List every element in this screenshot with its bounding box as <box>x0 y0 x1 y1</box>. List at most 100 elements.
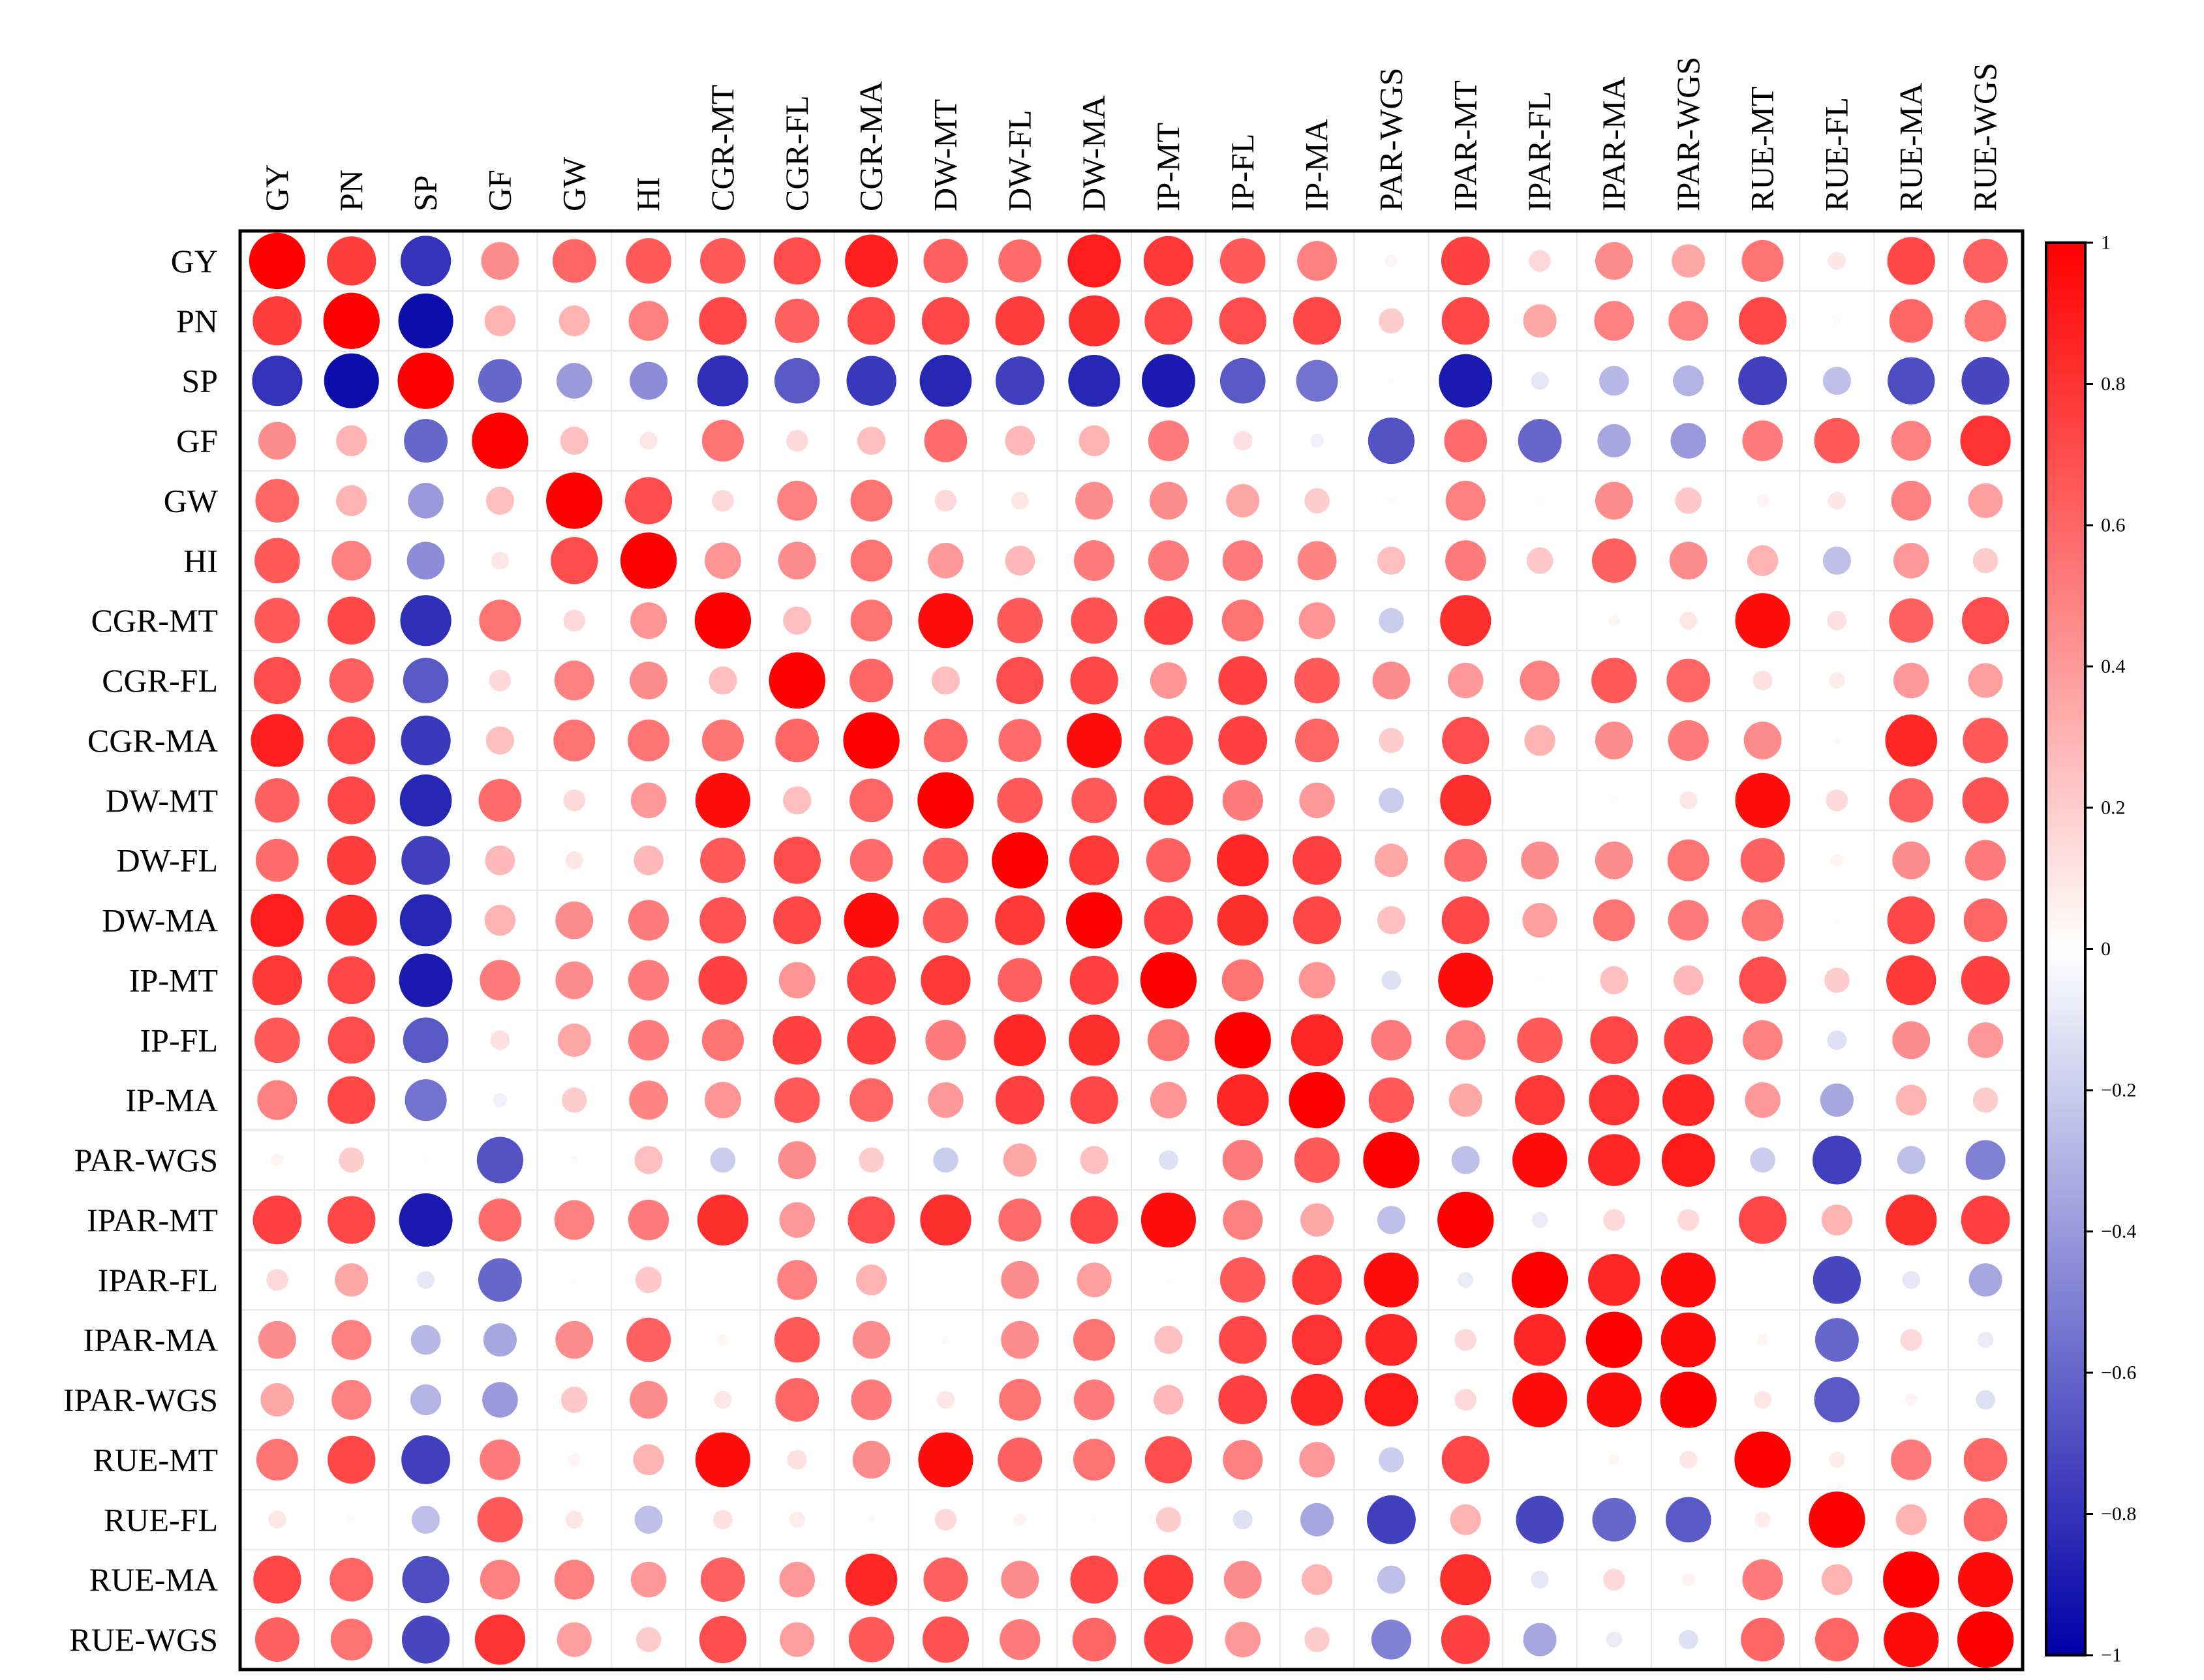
corr-circle-gf-rue-fl <box>1814 418 1860 464</box>
corr-circle-rue-mt-ip-ma <box>1299 1442 1335 1478</box>
corr-circle-ip-mt-rue-mt <box>1739 956 1786 1004</box>
corr-circle-ip-fl-hi <box>628 1020 669 1061</box>
corr-circle-ipar-wgs-cgr-ma <box>851 1379 892 1420</box>
corr-circle-rue-ma-ipar-mt <box>1440 1554 1492 1606</box>
corr-circle-sp-dw-ma <box>1068 354 1120 407</box>
corr-circle-gy-rue-wgs <box>1963 238 2008 283</box>
corr-circle-rue-ma-cgr-ma <box>845 1553 898 1606</box>
colorbar-tick-label: −0.8 <box>2101 1503 2136 1525</box>
corr-circle-rue-wgs-rue-fl <box>1814 1617 1859 1662</box>
corr-circle-cgr-ma-ipar-wgs <box>1668 720 1709 761</box>
corr-circle-cgr-ma-par-wgs <box>1379 727 1404 754</box>
corr-circle-ip-fl-rue-mt <box>1743 1020 1783 1060</box>
corr-circle-ipar-ma-rue-fl <box>1814 1318 1859 1362</box>
corr-circle-cgr-fl-gy <box>253 656 301 705</box>
corr-circle-cgr-fl-par-wgs <box>1372 662 1411 700</box>
corr-circle-ip-fl-sp <box>403 1017 449 1063</box>
corr-circle-dw-mt-gf <box>478 778 522 822</box>
corr-circle-dw-ma-ipar-wgs <box>1668 900 1709 941</box>
corr-circle-dw-ma-gf <box>484 904 516 936</box>
corr-circle-rue-ma-dw-fl <box>1001 1561 1039 1599</box>
corr-circle-par-wgs-ip-ma <box>1294 1137 1340 1183</box>
corr-circle-cgr-mt-hi <box>630 602 667 639</box>
corr-circle-gw-dw-ma <box>1075 481 1114 520</box>
row-label-hi: HI <box>183 542 218 579</box>
corr-circle-gy-ipar-fl <box>1529 250 1551 272</box>
corr-circle-par-wgs-ipar-wgs <box>1661 1133 1715 1187</box>
corr-circle-dw-fl-sp <box>401 836 450 885</box>
row-label-gy: GY <box>171 243 218 279</box>
corr-circle-cgr-fl-ipar-ma <box>1591 658 1637 703</box>
corr-circle-ip-ma-dw-mt <box>928 1082 964 1118</box>
corr-circle-rue-ma-ip-fl <box>1223 1561 1262 1599</box>
corr-circle-gy-cgr-fl <box>773 237 821 285</box>
corr-circle-ip-fl-rue-wgs <box>1967 1022 2004 1058</box>
corr-circle-hi-gy <box>254 538 300 584</box>
corr-circle-gf-gy <box>258 421 296 460</box>
corr-circle-rue-wgs-dw-mt <box>922 1616 970 1663</box>
corr-circle-sp-ipar-fl <box>1531 372 1549 390</box>
corr-circle-cgr-fl-pn <box>329 658 374 703</box>
corr-circle-dw-mt-ip-fl <box>1222 780 1263 821</box>
corr-circle-ip-ma-pn <box>328 1076 376 1124</box>
corr-circle-rue-mt-ip-fl <box>1223 1439 1263 1480</box>
corr-circle-dw-fl-pn <box>327 836 376 885</box>
corr-circle-dw-fl-cgr-mt <box>700 837 746 883</box>
colorbar-tick-label: 0.2 <box>2101 797 2126 819</box>
corr-circle-dw-fl-ipar-wgs <box>1667 839 1709 881</box>
corr-circle-ip-ma-cgr-ma <box>849 1078 894 1122</box>
corr-circle-ip-ma-ip-fl <box>1216 1074 1269 1126</box>
corr-circle-rue-wgs-gf <box>474 1614 526 1665</box>
corr-circle-ip-mt-ipar-wgs <box>1673 965 1704 996</box>
corr-circle-pn-ipar-mt <box>1441 297 1490 345</box>
corr-circle-ipar-mt-cgr-ma <box>848 1196 895 1244</box>
corr-circle-ipar-ma-cgr-ma <box>852 1321 891 1359</box>
corr-circle-cgr-ma-rue-ma <box>1885 714 1938 767</box>
corr-circle-dw-mt-dw-mt <box>917 772 974 829</box>
corr-circle-gf-dw-mt <box>924 419 968 463</box>
corr-circle-par-wgs-cgr-ma <box>859 1147 884 1173</box>
corr-circle-pn-par-wgs <box>1379 308 1404 334</box>
corr-circle-ip-ma-dw-fl <box>995 1075 1045 1125</box>
corr-circle-rue-fl-rue-mt <box>1754 1512 1771 1528</box>
colorbar-gradient <box>2045 241 2087 1657</box>
corr-circle-ipar-mt-cgr-mt <box>697 1194 749 1246</box>
corr-circle-rue-mt-dw-ma <box>1073 1439 1116 1481</box>
corr-circle-hi-hi <box>620 532 677 589</box>
corr-circle-rue-ma-hi <box>630 1561 667 1598</box>
corr-circle-ipar-wgs-cgr-mt <box>714 1390 732 1409</box>
corr-circle-dw-fl-ip-mt <box>1146 838 1191 883</box>
col-label-dw-ma: DW-MA <box>1075 95 1112 211</box>
corr-circle-ipar-wgs-dw-mt <box>936 1390 955 1409</box>
corr-circle-ip-fl-ipar-wgs <box>1664 1015 1713 1065</box>
row-labels: GY PN SP GF GW HI CGR-MT CGR-FL CGR-MA DW-MT DW-FL… <box>63 243 219 1658</box>
corr-circle-sp-hi <box>630 361 668 400</box>
col-label-ip-fl: IP-FL <box>1224 134 1261 211</box>
corr-circle-pn-sp <box>398 293 453 348</box>
row-label-cgr-ma: CGR-MA <box>87 722 218 759</box>
corr-circle-ipar-mt-dw-mt <box>920 1194 972 1246</box>
corr-circle-dw-mt-sp <box>399 774 452 827</box>
corr-circle-dw-mt-rue-wgs <box>1962 777 2009 824</box>
circle-layer <box>249 232 2014 1668</box>
corr-circle-rue-fl-ip-ma <box>1300 1503 1334 1536</box>
corr-circle-ip-mt-cgr-mt <box>698 956 748 1005</box>
corr-circle-ipar-wgs-ipar-mt <box>1454 1388 1477 1411</box>
corr-circle-rue-ma-ipar-wgs <box>1682 1573 1695 1586</box>
corr-circle-ipar-wgs-rue-ma <box>1905 1393 1918 1407</box>
corr-circle-ipar-wgs-rue-wgs <box>1976 1390 1996 1410</box>
corr-circle-cgr-fl-gw <box>554 660 594 701</box>
corr-circle-gy-ip-mt <box>1143 236 1194 286</box>
corr-circle-ip-fl-cgr-ma <box>847 1015 896 1065</box>
corr-circle-gf-ipar-fl <box>1518 419 1562 463</box>
corr-circle-ipar-wgs-gw <box>560 1386 588 1413</box>
corr-circle-gw-rue-fl <box>1828 491 1846 510</box>
corr-circle-dw-mt-ip-ma <box>1299 782 1335 819</box>
corr-circle-ip-mt-gy <box>252 955 303 1005</box>
corr-circle-sp-ip-mt <box>1141 354 1195 408</box>
corr-circle-hi-rue-wgs <box>1972 548 1998 573</box>
corr-circle-par-wgs-hi <box>634 1146 663 1174</box>
corr-circle-cgr-mt-ip-ma <box>1298 602 1336 639</box>
corr-circle-cgr-fl-ipar-fl <box>1520 660 1560 701</box>
colorbar-ticks: 1 0.8 0.6 0.4 0.2 0 −0.2 −0.4 −0.6 −0.8 −1 <box>2085 232 2136 1666</box>
